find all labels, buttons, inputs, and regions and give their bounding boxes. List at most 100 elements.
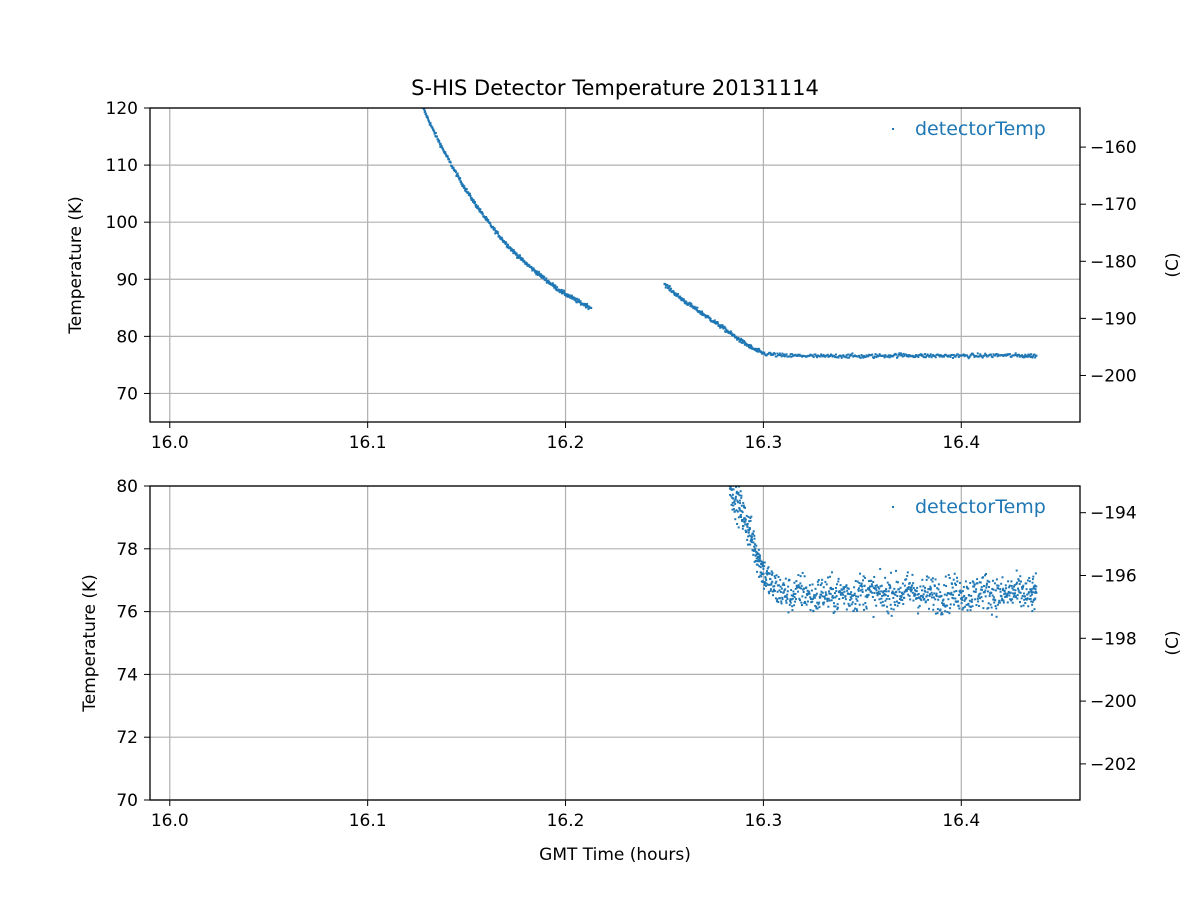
data-point bbox=[789, 601, 792, 604]
data-point bbox=[815, 592, 818, 595]
data-point bbox=[903, 584, 906, 587]
data-point bbox=[468, 193, 471, 196]
data-point bbox=[1009, 591, 1012, 594]
data-point bbox=[986, 590, 989, 593]
data-point bbox=[889, 586, 892, 589]
data-point bbox=[756, 556, 759, 559]
data-point bbox=[749, 519, 752, 522]
data-point bbox=[842, 354, 845, 357]
data-point bbox=[1015, 354, 1018, 357]
data-point bbox=[516, 256, 519, 259]
data-point bbox=[992, 596, 995, 599]
data-point bbox=[785, 601, 788, 604]
data-point bbox=[860, 354, 863, 356]
data-point bbox=[949, 603, 952, 606]
data-point bbox=[535, 273, 538, 276]
data-point bbox=[982, 576, 985, 579]
series-detectorTemp bbox=[728, 486, 1038, 618]
data-point bbox=[995, 607, 998, 610]
data-point bbox=[1007, 580, 1010, 583]
data-point bbox=[569, 296, 572, 299]
data-point bbox=[862, 356, 865, 359]
data-point bbox=[895, 580, 898, 583]
data-point bbox=[549, 282, 552, 285]
y-right-tick-label: −196 bbox=[1090, 566, 1137, 586]
data-point bbox=[789, 599, 792, 602]
data-point bbox=[897, 353, 900, 356]
data-point bbox=[506, 243, 509, 246]
data-point bbox=[909, 598, 912, 601]
data-point bbox=[1011, 601, 1014, 604]
x-tick-label: 16.3 bbox=[744, 811, 782, 831]
data-point bbox=[1027, 591, 1030, 594]
data-point bbox=[882, 590, 885, 593]
data-point bbox=[883, 590, 886, 593]
data-point bbox=[922, 585, 925, 588]
data-point bbox=[826, 600, 829, 603]
data-point bbox=[924, 600, 927, 603]
data-point bbox=[753, 537, 756, 540]
data-point bbox=[917, 356, 920, 359]
data-point bbox=[888, 356, 891, 359]
data-point bbox=[903, 596, 906, 599]
data-point bbox=[1004, 354, 1007, 357]
data-point bbox=[855, 608, 858, 611]
data-point bbox=[779, 585, 782, 588]
data-point bbox=[921, 578, 924, 581]
data-point bbox=[844, 356, 847, 359]
data-point bbox=[860, 582, 863, 585]
data-point bbox=[1034, 590, 1037, 593]
data-point bbox=[990, 591, 993, 594]
data-point bbox=[1003, 593, 1006, 596]
data-point bbox=[738, 507, 741, 510]
data-point bbox=[577, 300, 580, 303]
data-point bbox=[865, 605, 868, 608]
data-point bbox=[525, 262, 528, 265]
data-point bbox=[895, 356, 898, 359]
data-point bbox=[720, 324, 723, 327]
data-point bbox=[478, 209, 481, 212]
data-point bbox=[739, 339, 742, 342]
data-point bbox=[900, 596, 903, 599]
data-point bbox=[1032, 355, 1035, 358]
data-point bbox=[906, 354, 909, 357]
data-point bbox=[807, 590, 810, 593]
data-point bbox=[929, 587, 932, 590]
data-point bbox=[506, 244, 509, 247]
data-point bbox=[778, 352, 781, 355]
data-point bbox=[685, 300, 688, 303]
data-point bbox=[972, 354, 975, 357]
data-point bbox=[792, 594, 795, 597]
y-tick-label: 110 bbox=[106, 156, 138, 176]
data-point bbox=[769, 577, 772, 580]
data-point bbox=[913, 592, 916, 595]
data-point bbox=[428, 120, 431, 123]
data-point bbox=[871, 591, 874, 594]
data-point bbox=[774, 597, 777, 600]
data-point bbox=[518, 256, 521, 259]
data-point bbox=[850, 597, 853, 600]
data-point bbox=[992, 353, 995, 356]
data-point bbox=[776, 598, 779, 601]
data-point bbox=[946, 610, 949, 613]
data-point bbox=[968, 599, 971, 602]
data-point bbox=[738, 338, 741, 341]
data-point bbox=[782, 591, 785, 594]
data-point bbox=[898, 352, 901, 355]
data-point bbox=[792, 590, 795, 593]
data-point bbox=[1008, 584, 1011, 587]
data-point bbox=[695, 306, 698, 309]
data-point bbox=[904, 590, 907, 593]
data-point bbox=[983, 591, 986, 594]
data-point bbox=[996, 355, 999, 358]
data-point bbox=[886, 605, 889, 608]
data-point bbox=[890, 571, 893, 574]
data-point bbox=[936, 587, 939, 590]
data-point bbox=[829, 575, 832, 578]
data-point bbox=[908, 582, 911, 585]
data-point bbox=[961, 598, 964, 601]
data-point bbox=[740, 516, 743, 519]
data-point bbox=[749, 345, 752, 348]
data-point bbox=[995, 578, 998, 581]
data-point bbox=[1027, 592, 1030, 595]
